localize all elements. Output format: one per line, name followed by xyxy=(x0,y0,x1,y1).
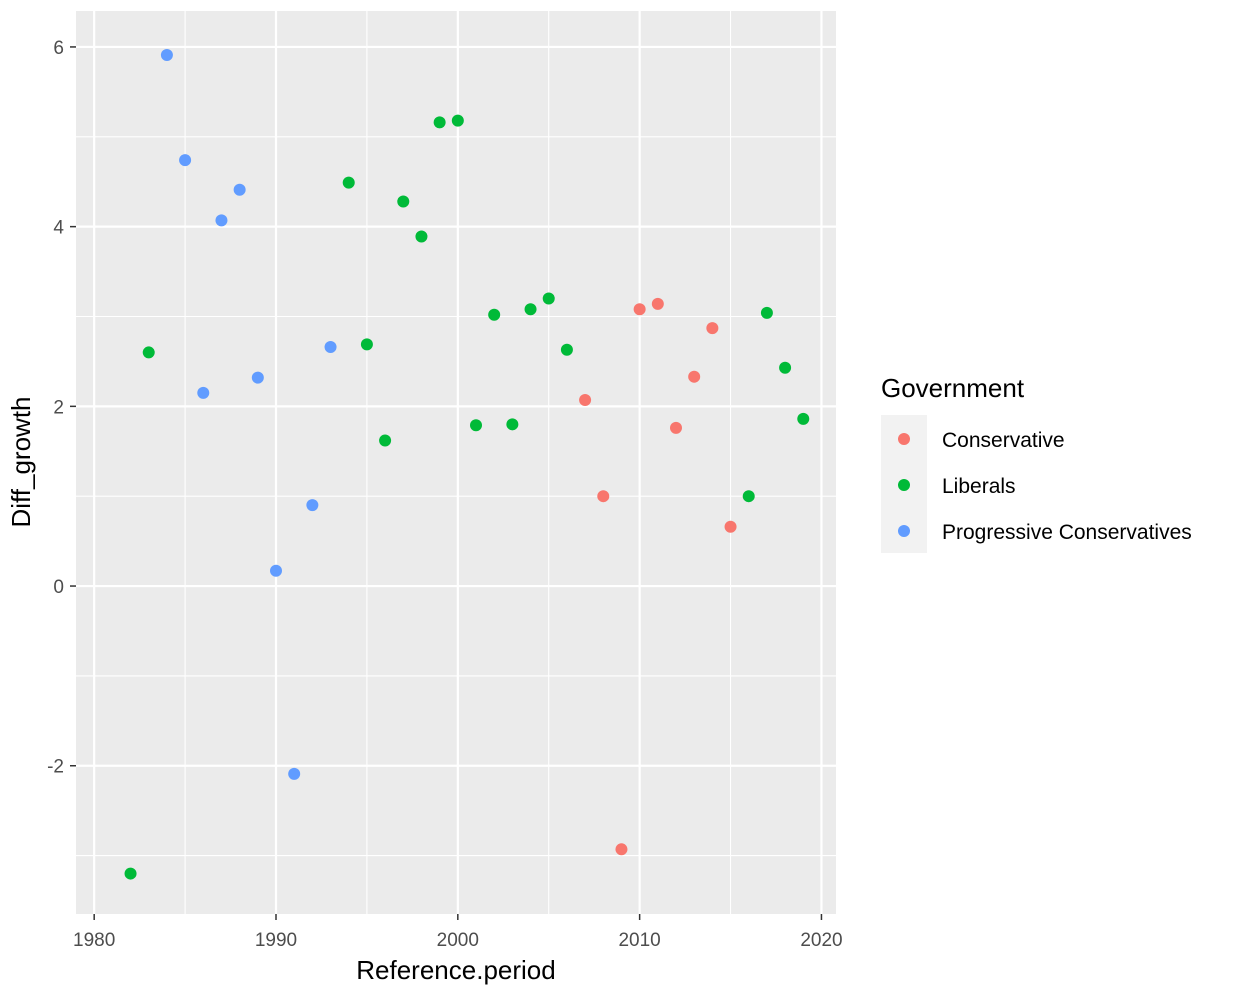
point-liberals xyxy=(451,114,464,127)
point-liberals xyxy=(470,419,482,432)
y-tick-label: -2 xyxy=(47,757,64,778)
legend: Government Conservative Liberals Progressi… xyxy=(881,373,1192,553)
y-tick-label: 6 xyxy=(53,38,64,59)
point-conservative xyxy=(579,394,592,407)
legend-title: Government xyxy=(881,373,1025,403)
point-conservative xyxy=(597,490,610,503)
point-progressive-conservatives xyxy=(233,183,246,196)
point-progressive-conservatives xyxy=(251,371,264,384)
legend-key-progressive-conservatives xyxy=(898,525,910,537)
point-liberals xyxy=(560,343,573,356)
point-progressive-conservatives xyxy=(324,341,337,354)
point-progressive-conservatives xyxy=(270,564,282,577)
point-conservative xyxy=(688,370,701,383)
x-axis-ticks: 1980 1990 2000 2010 2020 xyxy=(73,914,843,951)
point-liberals xyxy=(760,306,773,319)
plot-panel xyxy=(76,11,836,914)
x-tick-label: 1990 xyxy=(255,930,297,951)
legend-label-progressive-conservatives: Progressive Conservatives xyxy=(942,521,1192,544)
point-liberals xyxy=(779,361,792,374)
point-liberals xyxy=(433,116,446,129)
legend-items: Conservative Liberals Progressive Conserva… xyxy=(898,429,1192,544)
point-liberals xyxy=(415,230,428,243)
point-liberals xyxy=(124,867,137,880)
x-tick-label: 1980 xyxy=(73,930,115,951)
point-progressive-conservatives xyxy=(215,214,228,227)
y-axis-title: Diff_growth xyxy=(6,396,36,527)
point-liberals xyxy=(797,412,810,425)
data-points xyxy=(124,49,810,880)
point-liberals xyxy=(379,434,392,447)
point-conservative xyxy=(724,520,737,533)
point-liberals xyxy=(488,308,501,321)
point-conservative xyxy=(670,421,682,434)
y-tick-label: 0 xyxy=(53,577,64,598)
point-conservative xyxy=(651,297,664,310)
point-progressive-conservatives xyxy=(306,499,319,512)
x-axis-title: Reference.period xyxy=(356,955,555,985)
point-liberals xyxy=(742,490,755,503)
point-liberals xyxy=(397,195,410,208)
point-progressive-conservatives xyxy=(179,154,192,167)
point-conservative xyxy=(633,303,646,316)
point-conservative xyxy=(706,322,719,335)
legend-key-liberals xyxy=(898,479,910,491)
point-liberals xyxy=(542,292,555,305)
y-tick-label: 2 xyxy=(53,397,64,418)
point-progressive-conservatives xyxy=(197,386,210,399)
point-liberals xyxy=(142,346,155,359)
point-liberals xyxy=(342,176,355,189)
point-liberals xyxy=(506,418,519,431)
legend-label-conservative: Conservative xyxy=(942,429,1065,452)
x-tick-label: 2000 xyxy=(437,930,479,951)
point-conservative xyxy=(615,843,628,856)
point-liberals xyxy=(360,338,373,351)
legend-label-liberals: Liberals xyxy=(942,475,1016,498)
grid-minor xyxy=(76,11,836,914)
point-progressive-conservatives xyxy=(160,49,173,62)
point-liberals xyxy=(524,303,537,316)
point-progressive-conservatives xyxy=(288,767,301,780)
x-tick-label: 2010 xyxy=(618,930,660,951)
y-axis-ticks: -2 0 2 4 6 xyxy=(47,38,76,778)
y-tick-label: 4 xyxy=(53,218,64,239)
x-tick-label: 2020 xyxy=(800,930,842,951)
grid-major xyxy=(76,11,836,914)
legend-key-conservative xyxy=(898,433,910,445)
